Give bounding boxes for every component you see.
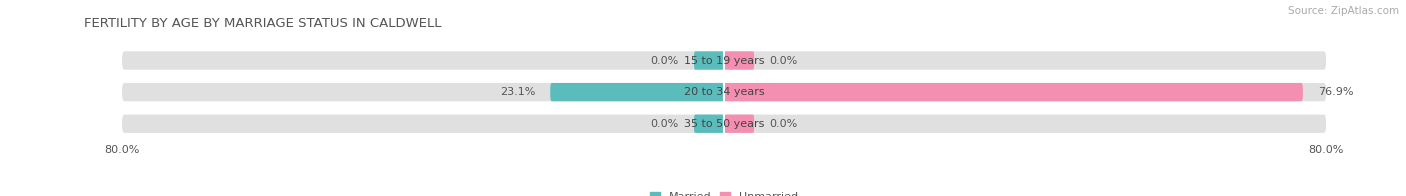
Text: 0.0%: 0.0%: [769, 55, 797, 65]
Text: Source: ZipAtlas.com: Source: ZipAtlas.com: [1288, 6, 1399, 16]
Text: 23.1%: 23.1%: [499, 87, 536, 97]
FancyBboxPatch shape: [122, 83, 1326, 101]
Legend: Married, Unmarried: Married, Unmarried: [645, 187, 803, 196]
Text: 15 to 19 years: 15 to 19 years: [683, 55, 765, 65]
FancyBboxPatch shape: [695, 51, 724, 70]
FancyBboxPatch shape: [724, 83, 1303, 101]
Text: 0.0%: 0.0%: [651, 55, 679, 65]
Text: 20 to 34 years: 20 to 34 years: [683, 87, 765, 97]
FancyBboxPatch shape: [724, 115, 754, 133]
FancyBboxPatch shape: [695, 115, 724, 133]
Text: 76.9%: 76.9%: [1317, 87, 1354, 97]
FancyBboxPatch shape: [724, 51, 754, 70]
Text: FERTILITY BY AGE BY MARRIAGE STATUS IN CALDWELL: FERTILITY BY AGE BY MARRIAGE STATUS IN C…: [84, 17, 441, 30]
FancyBboxPatch shape: [122, 115, 1326, 133]
Text: 35 to 50 years: 35 to 50 years: [683, 119, 765, 129]
FancyBboxPatch shape: [550, 83, 724, 101]
FancyBboxPatch shape: [122, 51, 1326, 70]
Text: 0.0%: 0.0%: [769, 119, 797, 129]
Text: 0.0%: 0.0%: [651, 119, 679, 129]
